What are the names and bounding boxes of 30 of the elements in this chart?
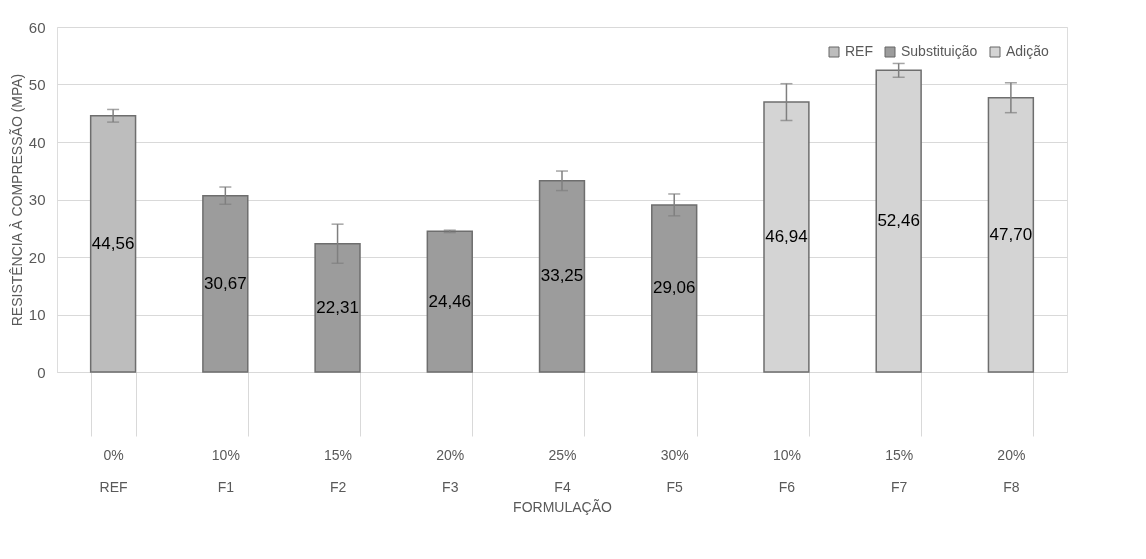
- x-tick-label: 15% F7: [885, 446, 914, 495]
- data-label: 46,94: [765, 227, 808, 247]
- x-tick-label: 0% REF: [99, 446, 128, 495]
- legend-label: REF: [845, 43, 873, 59]
- data-label: 29,06: [652, 278, 696, 298]
- y-tick-label: 50: [28, 76, 46, 93]
- x-tick-label: 30% F5: [660, 446, 689, 495]
- legend-label: Adição: [1006, 43, 1050, 59]
- y-tick-label: 60: [28, 18, 46, 36]
- x-tick-label: 20% F3: [436, 446, 465, 495]
- data-label: 52,46: [877, 211, 920, 231]
- legend-label: Substituição: [901, 43, 978, 59]
- y-tick-label: 0: [37, 363, 46, 381]
- data-label: 33,25: [540, 266, 584, 286]
- x-tick-label: 25% F4: [548, 446, 577, 495]
- x-axis-title: FORMULAÇÃO: [513, 498, 612, 515]
- data-label: 44,56: [91, 233, 135, 253]
- y-axis-title: RESISTÊNCIA À COMPRESSÃO (MPA): [8, 73, 25, 327]
- y-tick-label: 30: [28, 191, 46, 208]
- data-label: 22,31: [316, 297, 359, 317]
- y-tick-label: 20: [28, 248, 46, 266]
- data-label: 24,46: [428, 291, 472, 311]
- data-label: 47,70: [989, 224, 1033, 244]
- x-tick-label: 15% F2: [324, 446, 353, 495]
- x-tick-label: 20% F8: [997, 446, 1026, 495]
- x-tick-label: 10% F1: [211, 446, 240, 495]
- data-label: 30,67: [204, 273, 247, 293]
- y-tick-label: 10: [28, 306, 46, 323]
- y-tick-label: 40: [28, 133, 46, 151]
- x-tick-label: 10% F6: [772, 446, 801, 495]
